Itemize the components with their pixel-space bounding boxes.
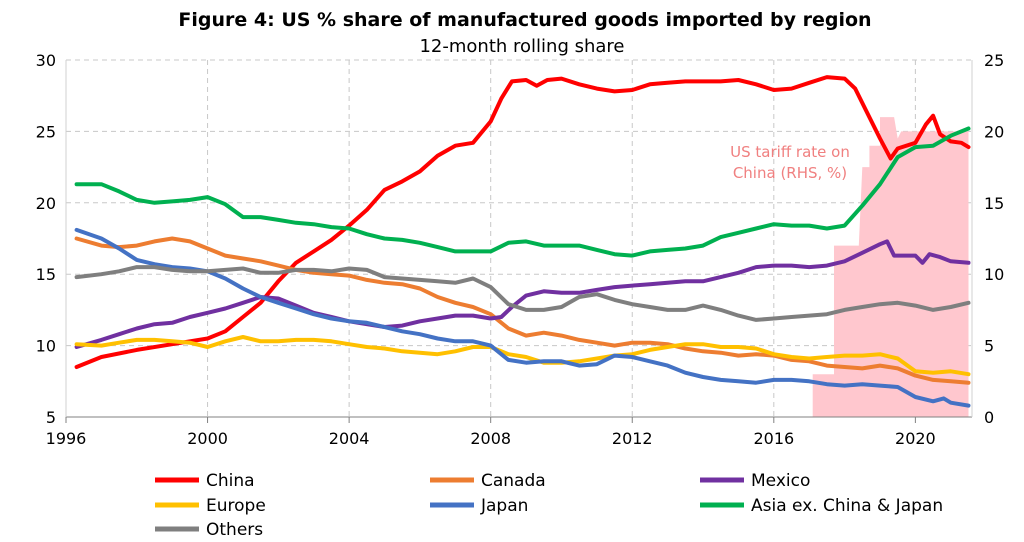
chart-title: Figure 4: US % share of manufactured goo… xyxy=(178,9,871,31)
tariff-annotation-line2: China (RHS, %) xyxy=(733,164,847,182)
axes: 5 10 15 20 25 30 0 5 10 15 20 25 1996 2000 2004 2008 201… xyxy=(36,51,1005,448)
legend-label-china: China xyxy=(206,471,255,491)
legend: China Canada Mexico Europe Japan Asia ex. Chi… xyxy=(155,471,943,540)
y-left-tick-label: 20 xyxy=(36,194,56,213)
y-right-tick-label: 0 xyxy=(984,408,994,427)
series-line-japan xyxy=(74,227,971,408)
y-right-tick-label: 25 xyxy=(984,51,1004,70)
x-tick-label: 2016 xyxy=(753,429,794,448)
series-line-canada xyxy=(74,236,971,385)
series-area-tariff xyxy=(812,117,969,417)
y-left-tick-label: 25 xyxy=(36,122,56,141)
x-tick-label: 2008 xyxy=(470,429,511,448)
legend-label-mexico: Mexico xyxy=(751,471,810,491)
series-line-others xyxy=(74,265,971,322)
legend-label-asia-ex-china-japan: Asia ex. China & Japan xyxy=(751,496,943,516)
y-right-tick-label: 20 xyxy=(984,122,1004,141)
series-line-china xyxy=(74,75,971,369)
legend-label-japan: Japan xyxy=(480,496,528,516)
x-tick-label: 1996 xyxy=(46,429,87,448)
series-line-mexico xyxy=(74,239,971,349)
y-right-tick-label: 15 xyxy=(984,194,1004,213)
x-tick-label: 2012 xyxy=(612,429,653,448)
legend-label-others: Others xyxy=(206,520,263,540)
tariff-annotation-line1: US tariff rate on xyxy=(730,143,850,161)
chart-subtitle: 12-month rolling share xyxy=(419,36,624,57)
series-line-asia-ex-china-japan xyxy=(74,126,971,258)
y-left-tick-label: 15 xyxy=(36,265,56,284)
y-left-tick-label: 30 xyxy=(36,51,56,70)
y-left-tick-label: 10 xyxy=(36,337,56,356)
legend-label-europe: Europe xyxy=(206,496,266,516)
y-right-tick-label: 5 xyxy=(984,337,994,356)
tariff-area-layer xyxy=(812,117,969,417)
x-tick-label: 2000 xyxy=(187,429,228,448)
series-lines xyxy=(74,75,971,408)
y-left-tick-label: 5 xyxy=(46,408,56,427)
x-tick-label: 2004 xyxy=(329,429,370,448)
x-tick-label: 2020 xyxy=(895,429,936,448)
legend-label-canada: Canada xyxy=(481,471,546,491)
series-line-europe xyxy=(74,335,971,377)
y-right-tick-label: 10 xyxy=(984,265,1004,284)
